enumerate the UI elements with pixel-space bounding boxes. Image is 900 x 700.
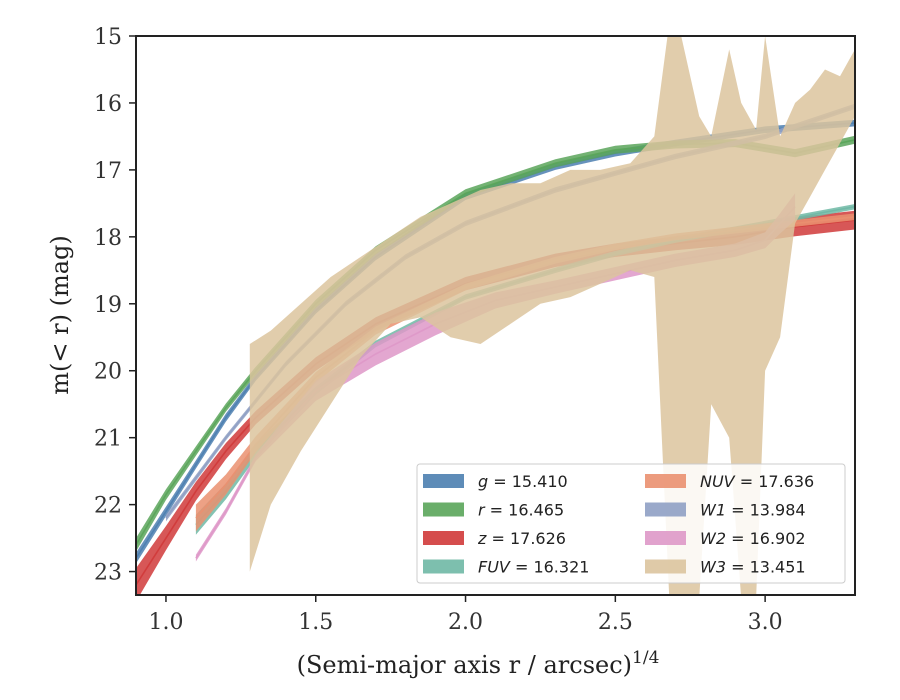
legend-label-w2: W2 = 16.902 bbox=[700, 529, 806, 548]
x-axis-label-exponent: 1/4 bbox=[632, 648, 659, 668]
x-axis-label: (Semi-major axis r / arcsec)1/4 bbox=[297, 648, 660, 679]
y-tick-label: 16 bbox=[94, 92, 122, 117]
y-tick-label: 23 bbox=[94, 561, 122, 586]
legend-box bbox=[416, 463, 846, 584]
y-tick-label: 20 bbox=[94, 360, 122, 385]
y-tick-label: 15 bbox=[94, 25, 122, 50]
legend-swatch-nuv bbox=[645, 474, 686, 488]
series-layer bbox=[136, 36, 855, 595]
legend-swatch-z bbox=[423, 531, 464, 545]
x-tick-label: 1.5 bbox=[298, 610, 333, 635]
legend: g = 15.410 r = 16.465 z = 17.626 FUV = 16.3… bbox=[416, 463, 846, 584]
legend-label-w1: W1 = 13.984 bbox=[700, 501, 806, 520]
x-tick-label: 2.5 bbox=[598, 610, 633, 635]
legend-label-g: g = 15.410 bbox=[478, 472, 568, 491]
y-tick-label: 18 bbox=[94, 226, 122, 251]
legend-swatch-w2 bbox=[645, 531, 686, 545]
y-tick-label: 17 bbox=[94, 159, 122, 184]
legend-label-nuv: NUV = 17.636 bbox=[700, 472, 814, 491]
legend-swatch-w1 bbox=[645, 502, 686, 517]
legend-swatch-fuv bbox=[423, 559, 464, 574]
x-tick-label: 3.0 bbox=[748, 610, 783, 635]
y-axis-label: m(< r) (mag) bbox=[46, 235, 74, 394]
legend-label-fuv: FUV = 16.321 bbox=[478, 558, 589, 577]
plot-frame bbox=[135, 35, 856, 596]
legend-swatch-w3 bbox=[645, 559, 686, 574]
x-tick-label: 2.0 bbox=[448, 610, 483, 635]
legend-swatch-r bbox=[423, 502, 464, 517]
series-band-w3 bbox=[249, 36, 855, 595]
x-axis: 1.0 1.5 2.0 2.5 3.0 bbox=[148, 595, 783, 635]
y-tick-label: 19 bbox=[94, 293, 122, 318]
y-axis: 15 16 17 18 19 20 21 22 23 bbox=[94, 25, 136, 586]
legend-label-z: z = 17.626 bbox=[477, 529, 566, 548]
legend-label-r: r = 16.465 bbox=[478, 501, 564, 520]
legend-swatch-g bbox=[423, 474, 464, 488]
legend-label-w3: W3 = 13.451 bbox=[700, 558, 806, 577]
x-tick-label: 1.0 bbox=[148, 610, 183, 635]
y-tick-label: 22 bbox=[94, 494, 122, 519]
y-tick-label: 21 bbox=[94, 427, 122, 452]
